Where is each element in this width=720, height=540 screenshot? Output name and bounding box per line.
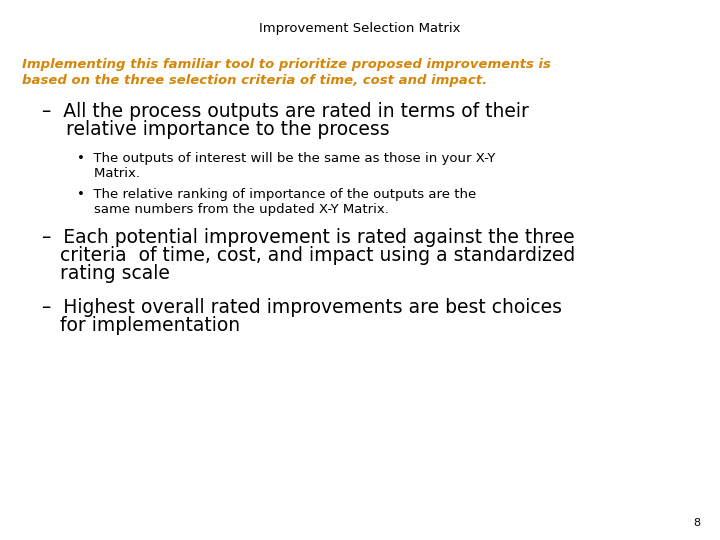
Text: Improvement Selection Matrix: Improvement Selection Matrix — [259, 22, 461, 35]
Text: rating scale: rating scale — [42, 264, 170, 283]
Text: Matrix.: Matrix. — [77, 167, 140, 180]
Text: Implementing this familiar tool to prioritize proposed improvements is: Implementing this familiar tool to prior… — [22, 58, 551, 71]
Text: –  Each potential improvement is rated against the three: – Each potential improvement is rated ag… — [42, 228, 575, 247]
Text: based on the three selection criteria of time, cost and impact.: based on the three selection criteria of… — [22, 74, 487, 87]
Text: 8: 8 — [693, 518, 700, 528]
Text: –  Highest overall rated improvements are best choices: – Highest overall rated improvements are… — [42, 298, 562, 317]
Text: relative importance to the process: relative importance to the process — [42, 120, 390, 139]
Text: for implementation: for implementation — [42, 316, 240, 335]
Text: criteria  of time, cost, and impact using a standardized: criteria of time, cost, and impact using… — [42, 246, 575, 265]
Text: same numbers from the updated X-Y Matrix.: same numbers from the updated X-Y Matrix… — [77, 203, 389, 216]
Text: •  The outputs of interest will be the same as those in your X-Y: • The outputs of interest will be the sa… — [77, 152, 495, 165]
Text: •  The relative ranking of importance of the outputs are the: • The relative ranking of importance of … — [77, 188, 476, 201]
Text: –  All the process outputs are rated in terms of their: – All the process outputs are rated in t… — [42, 102, 529, 121]
